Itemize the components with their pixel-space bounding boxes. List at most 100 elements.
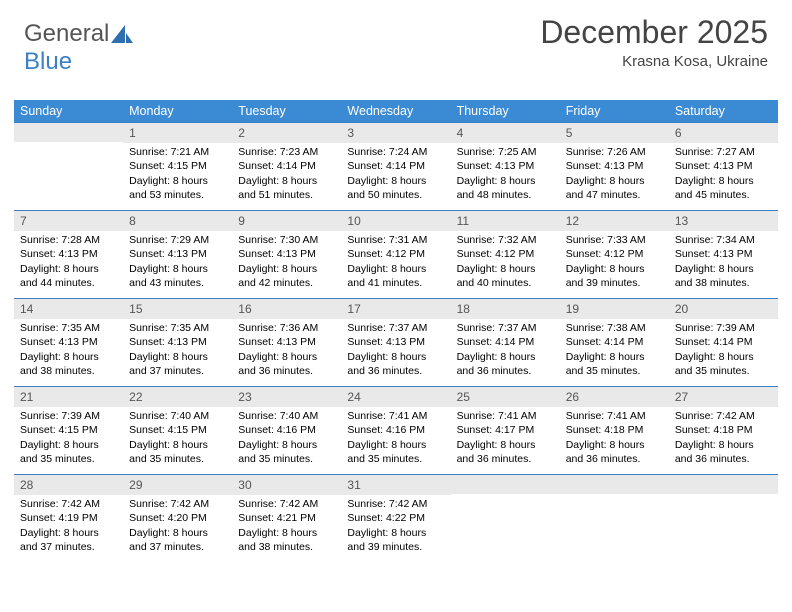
sunset-text: Sunset: 4:12 PM <box>566 247 663 261</box>
day-number <box>14 123 123 142</box>
sunset-text: Sunset: 4:18 PM <box>675 423 772 437</box>
daylight-text: Daylight: 8 hours and 48 minutes. <box>457 174 554 202</box>
day-details: Sunrise: 7:24 AMSunset: 4:14 PMDaylight:… <box>341 143 450 206</box>
daylight-text: Daylight: 8 hours and 36 minutes. <box>347 350 444 378</box>
sunrise-text: Sunrise: 7:40 AM <box>238 409 335 423</box>
sunset-text: Sunset: 4:13 PM <box>238 247 335 261</box>
day-details: Sunrise: 7:26 AMSunset: 4:13 PMDaylight:… <box>560 143 669 206</box>
sunset-text: Sunset: 4:12 PM <box>347 247 444 261</box>
daylight-text: Daylight: 8 hours and 38 minutes. <box>675 262 772 290</box>
title-block: December 2025 Krasna Kosa, Ukraine <box>540 14 768 70</box>
calendar-cell: 26Sunrise: 7:41 AMSunset: 4:18 PMDayligh… <box>560 387 669 475</box>
day-details: Sunrise: 7:41 AMSunset: 4:18 PMDaylight:… <box>560 407 669 470</box>
sunset-text: Sunset: 4:14 PM <box>238 159 335 173</box>
calendar-cell: 27Sunrise: 7:42 AMSunset: 4:18 PMDayligh… <box>669 387 778 475</box>
day-details: Sunrise: 7:34 AMSunset: 4:13 PMDaylight:… <box>669 231 778 294</box>
daylight-text: Daylight: 8 hours and 35 minutes. <box>675 350 772 378</box>
calendar-table: Sunday Monday Tuesday Wednesday Thursday… <box>14 100 778 563</box>
sunrise-text: Sunrise: 7:34 AM <box>675 233 772 247</box>
daylight-text: Daylight: 8 hours and 47 minutes. <box>566 174 663 202</box>
day-details: Sunrise: 7:28 AMSunset: 4:13 PMDaylight:… <box>14 231 123 294</box>
day-details: Sunrise: 7:42 AMSunset: 4:19 PMDaylight:… <box>14 495 123 558</box>
sunrise-text: Sunrise: 7:29 AM <box>129 233 226 247</box>
sunrise-text: Sunrise: 7:42 AM <box>20 497 117 511</box>
day-number <box>669 475 778 494</box>
day-number: 30 <box>232 475 341 495</box>
daylight-text: Daylight: 8 hours and 39 minutes. <box>347 526 444 554</box>
calendar-cell: 11Sunrise: 7:32 AMSunset: 4:12 PMDayligh… <box>451 211 560 299</box>
calendar-cell: 8Sunrise: 7:29 AMSunset: 4:13 PMDaylight… <box>123 211 232 299</box>
sunset-text: Sunset: 4:13 PM <box>566 159 663 173</box>
daylight-text: Daylight: 8 hours and 50 minutes. <box>347 174 444 202</box>
sunset-text: Sunset: 4:13 PM <box>347 335 444 349</box>
sunset-text: Sunset: 4:19 PM <box>20 511 117 525</box>
sunrise-text: Sunrise: 7:24 AM <box>347 145 444 159</box>
day-details: Sunrise: 7:21 AMSunset: 4:15 PMDaylight:… <box>123 143 232 206</box>
calendar-cell: 12Sunrise: 7:33 AMSunset: 4:12 PMDayligh… <box>560 211 669 299</box>
calendar-cell <box>14 123 123 211</box>
daylight-text: Daylight: 8 hours and 43 minutes. <box>129 262 226 290</box>
sunset-text: Sunset: 4:14 PM <box>566 335 663 349</box>
day-details: Sunrise: 7:37 AMSunset: 4:13 PMDaylight:… <box>341 319 450 382</box>
day-details: Sunrise: 7:39 AMSunset: 4:15 PMDaylight:… <box>14 407 123 470</box>
day-number: 17 <box>341 299 450 319</box>
daylight-text: Daylight: 8 hours and 36 minutes. <box>457 438 554 466</box>
day-number: 3 <box>341 123 450 143</box>
day-number: 1 <box>123 123 232 143</box>
day-number: 25 <box>451 387 560 407</box>
day-details: Sunrise: 7:35 AMSunset: 4:13 PMDaylight:… <box>14 319 123 382</box>
day-details: Sunrise: 7:27 AMSunset: 4:13 PMDaylight:… <box>669 143 778 206</box>
day-details: Sunrise: 7:31 AMSunset: 4:12 PMDaylight:… <box>341 231 450 294</box>
calendar-week-row: 7Sunrise: 7:28 AMSunset: 4:13 PMDaylight… <box>14 211 778 299</box>
daylight-text: Daylight: 8 hours and 38 minutes. <box>238 526 335 554</box>
sunset-text: Sunset: 4:13 PM <box>457 159 554 173</box>
day-number: 24 <box>341 387 450 407</box>
calendar-cell: 1Sunrise: 7:21 AMSunset: 4:15 PMDaylight… <box>123 123 232 211</box>
brand-part2: Blue <box>24 48 72 75</box>
calendar-cell: 19Sunrise: 7:38 AMSunset: 4:14 PMDayligh… <box>560 299 669 387</box>
sunrise-text: Sunrise: 7:21 AM <box>129 145 226 159</box>
day-details: Sunrise: 7:42 AMSunset: 4:20 PMDaylight:… <box>123 495 232 558</box>
sunrise-text: Sunrise: 7:30 AM <box>238 233 335 247</box>
calendar-cell: 10Sunrise: 7:31 AMSunset: 4:12 PMDayligh… <box>341 211 450 299</box>
day-details: Sunrise: 7:36 AMSunset: 4:13 PMDaylight:… <box>232 319 341 382</box>
sunset-text: Sunset: 4:22 PM <box>347 511 444 525</box>
day-number: 7 <box>14 211 123 231</box>
sunrise-text: Sunrise: 7:25 AM <box>457 145 554 159</box>
sunset-text: Sunset: 4:21 PM <box>238 511 335 525</box>
sunrise-text: Sunrise: 7:38 AM <box>566 321 663 335</box>
day-number: 13 <box>669 211 778 231</box>
day-number: 15 <box>123 299 232 319</box>
day-number: 10 <box>341 211 450 231</box>
sunrise-text: Sunrise: 7:42 AM <box>129 497 226 511</box>
day-details: Sunrise: 7:41 AMSunset: 4:17 PMDaylight:… <box>451 407 560 470</box>
calendar-week-row: 14Sunrise: 7:35 AMSunset: 4:13 PMDayligh… <box>14 299 778 387</box>
sunrise-text: Sunrise: 7:42 AM <box>675 409 772 423</box>
calendar-cell <box>560 475 669 563</box>
sunset-text: Sunset: 4:13 PM <box>129 335 226 349</box>
day-number: 8 <box>123 211 232 231</box>
daylight-text: Daylight: 8 hours and 36 minutes. <box>675 438 772 466</box>
sunrise-text: Sunrise: 7:41 AM <box>566 409 663 423</box>
sunrise-text: Sunrise: 7:27 AM <box>675 145 772 159</box>
day-number: 14 <box>14 299 123 319</box>
day-number: 28 <box>14 475 123 495</box>
calendar-cell: 29Sunrise: 7:42 AMSunset: 4:20 PMDayligh… <box>123 475 232 563</box>
sunset-text: Sunset: 4:20 PM <box>129 511 226 525</box>
sunrise-text: Sunrise: 7:39 AM <box>20 409 117 423</box>
daylight-text: Daylight: 8 hours and 35 minutes. <box>566 350 663 378</box>
weekday-header: Friday <box>560 100 669 123</box>
sunrise-text: Sunrise: 7:28 AM <box>20 233 117 247</box>
day-details: Sunrise: 7:37 AMSunset: 4:14 PMDaylight:… <box>451 319 560 382</box>
calendar-cell: 6Sunrise: 7:27 AMSunset: 4:13 PMDaylight… <box>669 123 778 211</box>
sunrise-text: Sunrise: 7:26 AM <box>566 145 663 159</box>
sunset-text: Sunset: 4:13 PM <box>675 159 772 173</box>
day-number: 29 <box>123 475 232 495</box>
calendar-cell: 5Sunrise: 7:26 AMSunset: 4:13 PMDaylight… <box>560 123 669 211</box>
location-subtitle: Krasna Kosa, Ukraine <box>540 53 768 70</box>
sunrise-text: Sunrise: 7:35 AM <box>20 321 117 335</box>
sunset-text: Sunset: 4:14 PM <box>457 335 554 349</box>
daylight-text: Daylight: 8 hours and 35 minutes. <box>238 438 335 466</box>
sunset-text: Sunset: 4:14 PM <box>675 335 772 349</box>
sunrise-text: Sunrise: 7:39 AM <box>675 321 772 335</box>
